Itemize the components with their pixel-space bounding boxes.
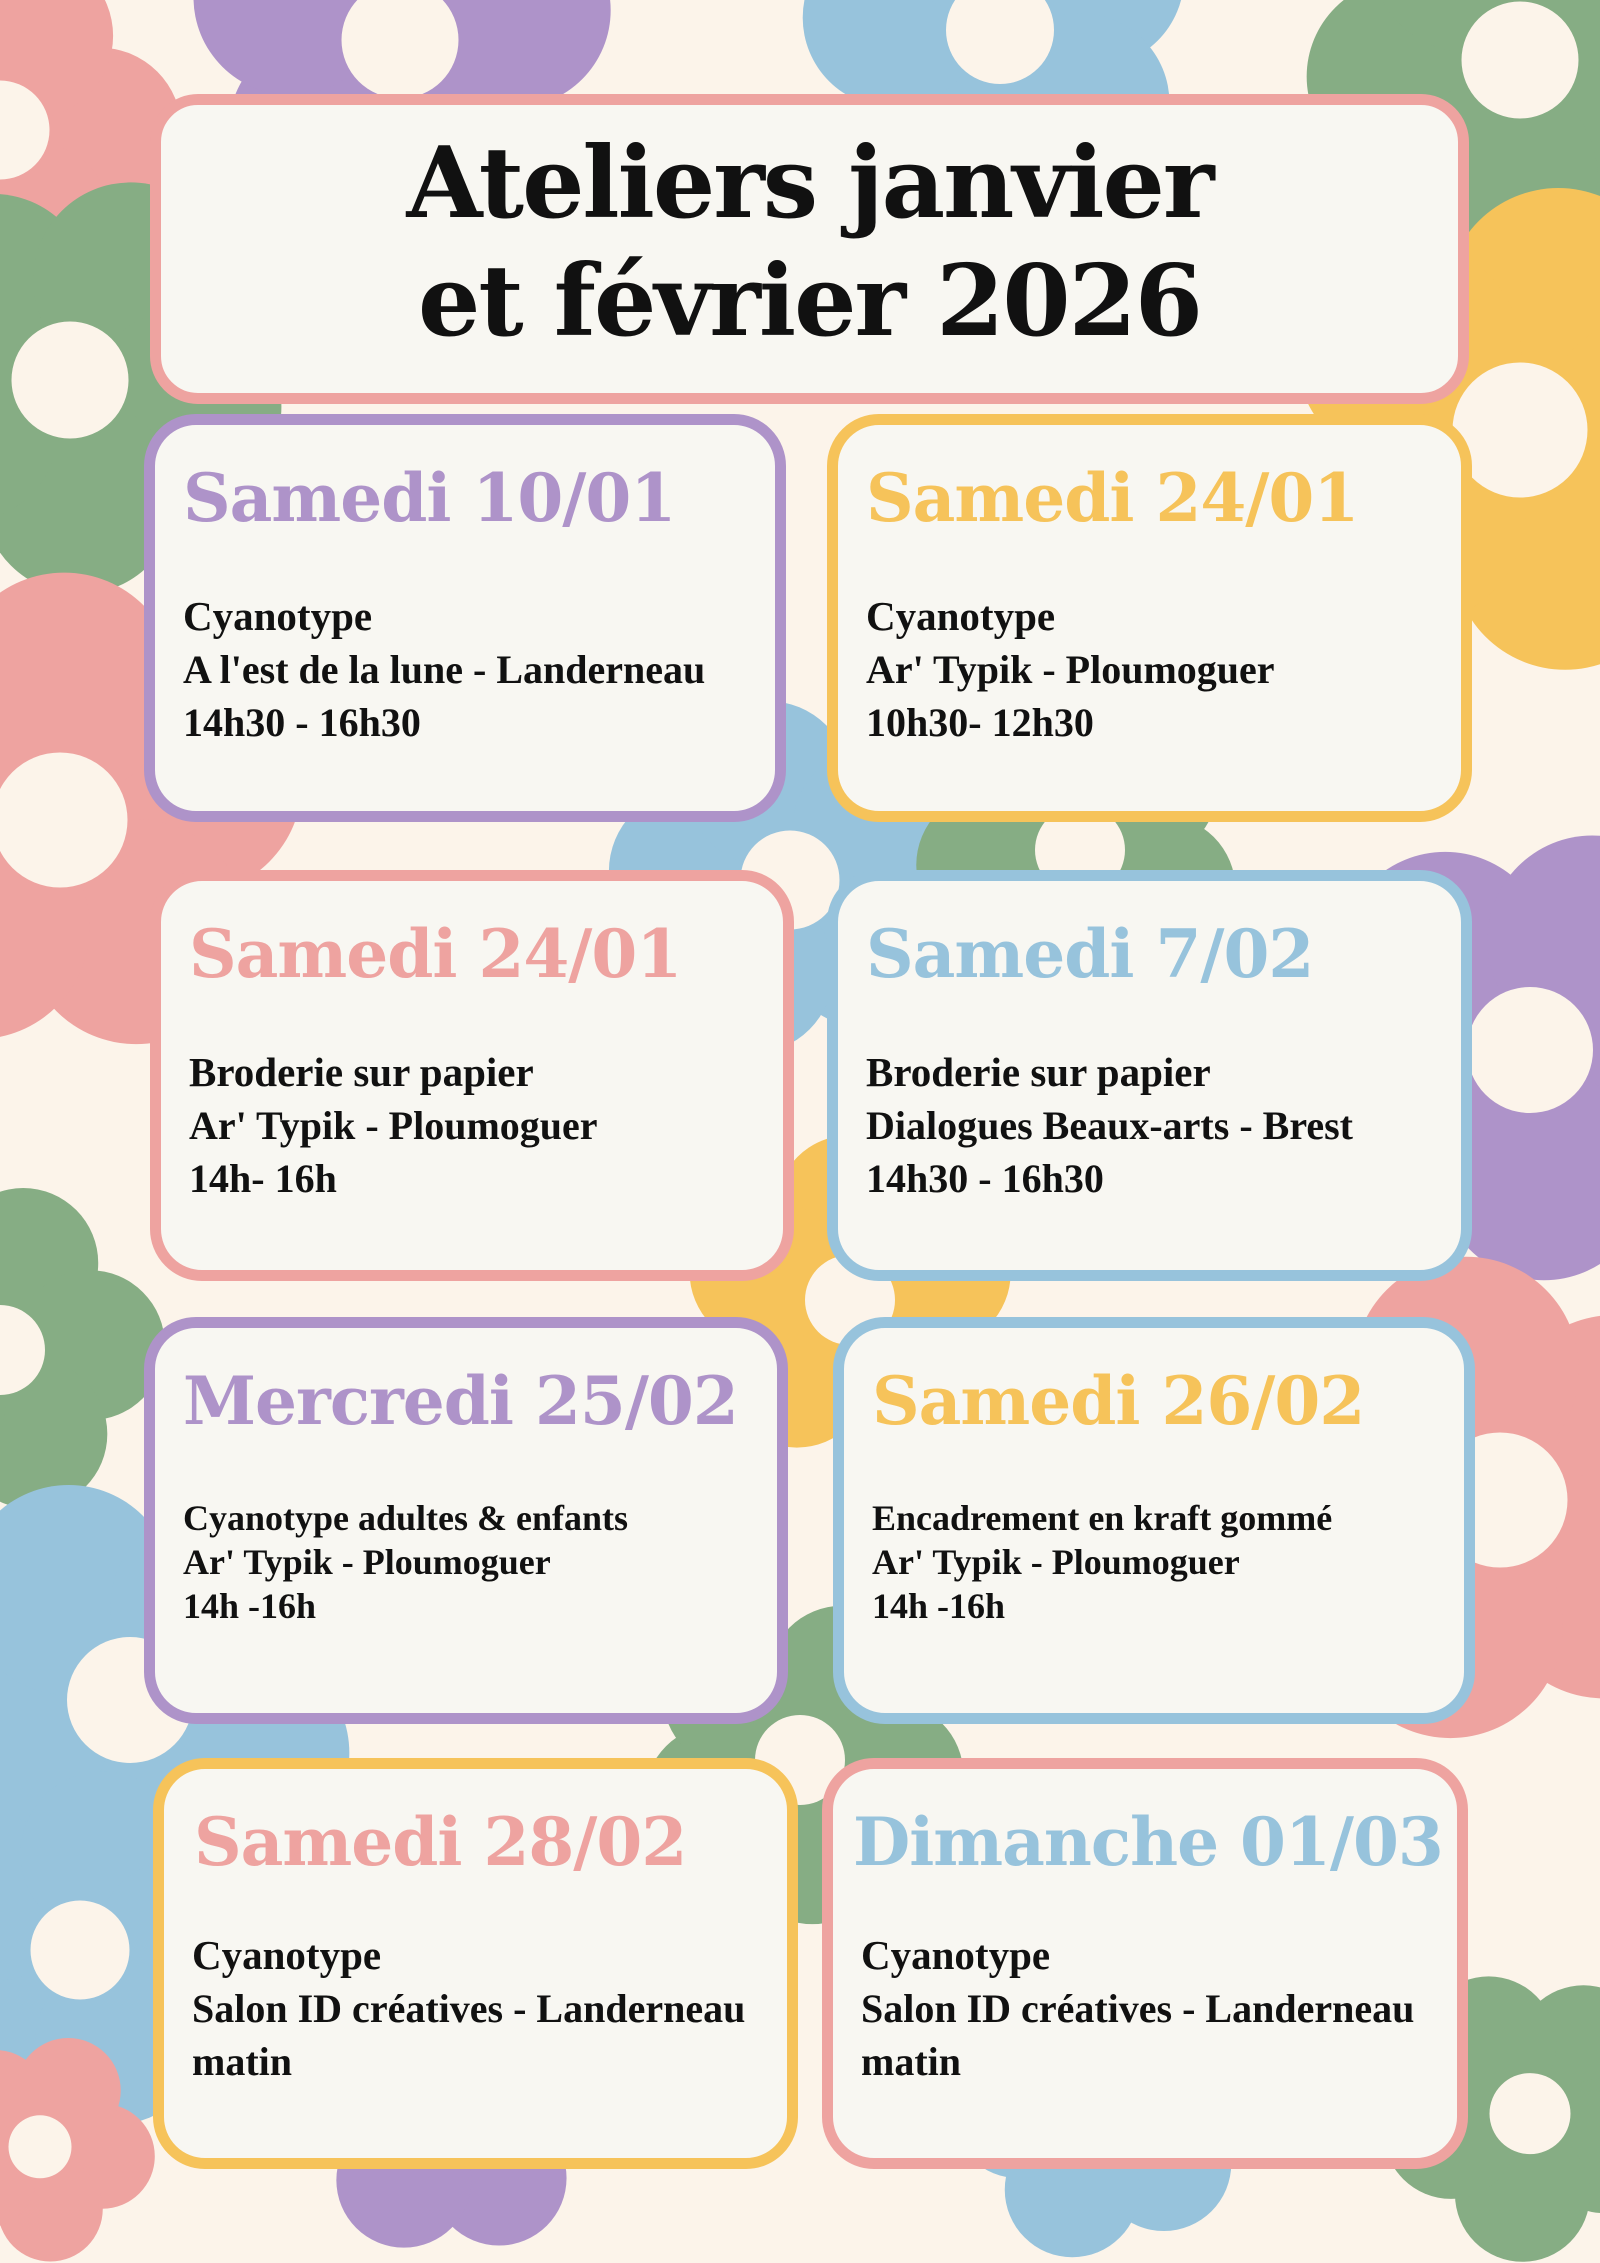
event-place: Salon ID créatives - Landerneau	[192, 1986, 746, 2031]
event-time: 14h -16h	[183, 1586, 317, 1626]
flower-shape	[0, 1188, 165, 1509]
event-activity: Cyanotype	[861, 1932, 1051, 1978]
event-time: 10h30- 12h30	[866, 700, 1094, 745]
event-date: Samedi 10/01	[183, 459, 676, 537]
event-activity: Cyanotype	[866, 593, 1056, 639]
event-card: Samedi 10/01 Cyanotype A l'est de la lun…	[144, 414, 786, 822]
title-banner: Ateliers janvier et février 2026	[150, 94, 1469, 404]
event-details: Cyanotype Salon ID créatives - Landernea…	[192, 1929, 745, 2088]
event-details: Cyanotype A l'est de la lune - Landernea…	[183, 590, 705, 749]
event-card: Samedi 7/02 Broderie sur papier Dialogue…	[827, 870, 1472, 1281]
event-activity: Broderie sur papier	[866, 1049, 1211, 1095]
event-card: Samedi 26/02 Encadrement en kraft gommé …	[833, 1317, 1475, 1724]
event-activity: Cyanotype adultes & enfants	[183, 1498, 629, 1538]
event-date: Samedi 26/02	[872, 1362, 1365, 1440]
event-time: 14h30 - 16h30	[866, 1156, 1104, 1201]
event-card: Samedi 28/02 Cyanotype Salon ID créative…	[153, 1758, 798, 2169]
event-place: Salon ID créatives - Landerneau	[861, 1986, 1415, 2031]
event-time: matin	[861, 2039, 961, 2084]
event-details: Cyanotype adultes & enfants Ar' Typik - …	[183, 1496, 628, 1628]
event-time: matin	[192, 2039, 292, 2084]
event-date: Samedi 24/01	[189, 915, 682, 993]
event-date: Samedi 28/02	[194, 1803, 687, 1881]
title-line-2: et février 2026	[418, 244, 1203, 359]
flower-shape	[0, 2037, 155, 2262]
event-details: Broderie sur papier Ar' Typik - Ploumogu…	[189, 1046, 598, 1205]
event-date: Dimanche 01/03	[853, 1803, 1444, 1881]
event-card: Samedi 24/01 Broderie sur papier Ar' Typ…	[150, 870, 794, 1281]
event-activity: Encadrement en kraft gommé	[872, 1498, 1333, 1538]
event-card: Samedi 24/01 Cyanotype Ar' Typik - Ploum…	[827, 414, 1472, 822]
event-activity: Cyanotype	[192, 1932, 382, 1978]
event-place: Ar' Typik - Ploumoguer	[872, 1542, 1240, 1582]
event-card: Mercredi 25/02 Cyanotype adultes & enfan…	[144, 1317, 788, 1724]
title-line-1: Ateliers janvier	[406, 126, 1214, 241]
event-details: Broderie sur papier Dialogues Beaux-arts…	[866, 1046, 1353, 1205]
event-time: 14h -16h	[872, 1586, 1006, 1626]
event-card: Dimanche 01/03 Cyanotype Salon ID créati…	[822, 1758, 1468, 2169]
event-date: Samedi 7/02	[866, 915, 1314, 993]
event-place: Dialogues Beaux-arts - Brest	[866, 1103, 1353, 1148]
event-time: 14h30 - 16h30	[183, 700, 421, 745]
event-activity: Broderie sur papier	[189, 1049, 534, 1095]
event-date: Mercredi 25/02	[183, 1362, 739, 1440]
event-place: Ar' Typik - Ploumoguer	[183, 1542, 551, 1582]
event-activity: Cyanotype	[183, 593, 373, 639]
event-place: A l'est de la lune - Landerneau	[183, 647, 706, 692]
event-details: Cyanotype Ar' Typik - Ploumoguer 10h30- …	[866, 590, 1275, 749]
event-time: 14h- 16h	[189, 1156, 337, 1201]
event-details: Encadrement en kraft gommé Ar' Typik - P…	[872, 1496, 1332, 1628]
event-details: Cyanotype Salon ID créatives - Landernea…	[861, 1929, 1414, 2088]
flower-shape	[0, 182, 282, 595]
event-place: Ar' Typik - Ploumoguer	[866, 647, 1275, 692]
event-place: Ar' Typik - Ploumoguer	[189, 1103, 598, 1148]
event-date: Samedi 24/01	[866, 459, 1359, 537]
